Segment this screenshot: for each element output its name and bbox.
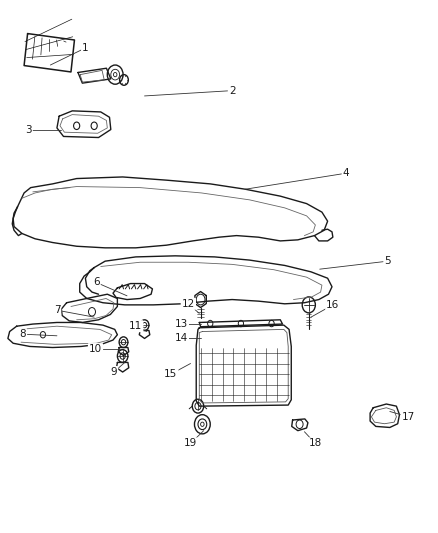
Text: 18: 18 <box>309 439 322 448</box>
Text: 3: 3 <box>25 125 32 134</box>
Text: 10: 10 <box>89 344 102 354</box>
Text: 8: 8 <box>19 329 26 339</box>
Text: 14: 14 <box>175 334 188 343</box>
Text: 15: 15 <box>164 369 177 379</box>
Text: 17: 17 <box>402 412 415 422</box>
Text: 9: 9 <box>110 367 117 377</box>
Text: 11: 11 <box>129 321 142 331</box>
Text: 19: 19 <box>184 439 197 448</box>
Text: 12: 12 <box>182 299 195 309</box>
Text: 7: 7 <box>53 305 60 315</box>
Text: 16: 16 <box>326 300 339 310</box>
Text: 1: 1 <box>82 43 89 53</box>
Text: 2: 2 <box>229 86 236 95</box>
Text: 4: 4 <box>343 168 350 178</box>
Text: 5: 5 <box>384 256 391 266</box>
Text: 6: 6 <box>93 278 100 287</box>
Text: 13: 13 <box>175 319 188 328</box>
